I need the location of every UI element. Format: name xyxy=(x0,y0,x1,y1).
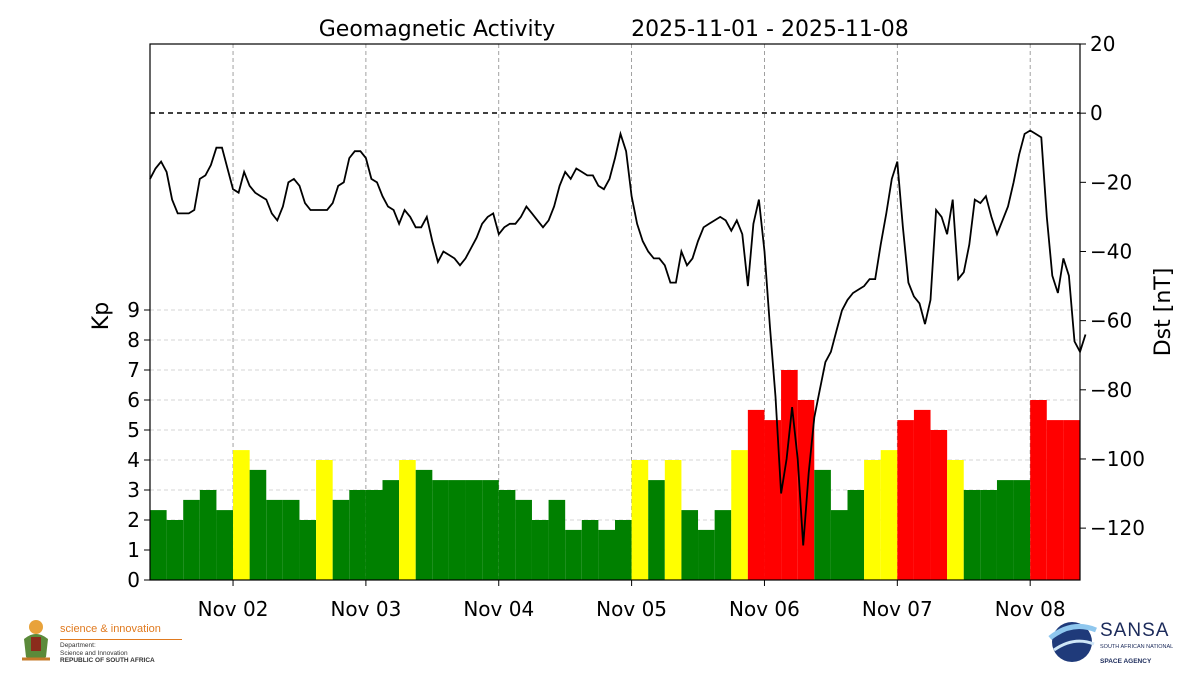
kp-bar xyxy=(199,490,217,580)
kp-bars xyxy=(150,370,1080,580)
kp-bar xyxy=(249,469,267,580)
kp-bar xyxy=(1046,420,1064,580)
dst-tick-label: −80 xyxy=(1090,378,1132,402)
kp-bar xyxy=(1013,480,1031,580)
kp-tick-label: 1 xyxy=(127,538,140,562)
dst-tick-label: −60 xyxy=(1090,309,1132,333)
kp-bar xyxy=(615,520,632,580)
kp-bar xyxy=(947,460,964,580)
kp-bar xyxy=(814,469,831,580)
kp-bar xyxy=(365,490,383,580)
kp-bar xyxy=(648,480,665,580)
x-tick-label: Nov 05 xyxy=(596,597,667,621)
sansa-wordmark: SANSA xyxy=(1100,620,1170,641)
dept-brand-text: science & innovation xyxy=(60,623,161,635)
x-tick-label: Nov 04 xyxy=(463,597,534,621)
kp-bar xyxy=(465,480,483,580)
kp-bar xyxy=(150,510,167,580)
kp-bar xyxy=(581,520,599,580)
dst-tick-label: 20 xyxy=(1090,32,1115,56)
dsi-logo: science & innovation Department: Science … xyxy=(18,615,188,667)
kp-bar xyxy=(963,490,981,580)
kp-bar xyxy=(764,420,782,580)
kp-bar xyxy=(913,409,931,580)
kp-bar xyxy=(415,469,433,580)
kp-bar xyxy=(266,499,283,580)
kp-bar xyxy=(996,480,1014,580)
kp-bar xyxy=(531,520,549,580)
kp-bar xyxy=(432,480,449,580)
chart-title: Geomagnetic Activity xyxy=(319,17,556,42)
kp-bar xyxy=(399,460,416,580)
axis-ticks: 0 1 2 3 4 5 6 7 8 9 20 0 −20 −40 −60 −80 −100 −120 Nov 02 N… xyxy=(127,32,1145,621)
kp-bar xyxy=(515,499,532,580)
kp-tick-label: 0 xyxy=(127,568,140,592)
kp-bar xyxy=(847,490,865,580)
kp-tick-label: 7 xyxy=(127,358,140,382)
kp-bar xyxy=(482,480,499,580)
dst-tick-label: 0 xyxy=(1090,101,1103,125)
dst-axis-label: Dst [nT] xyxy=(1151,268,1176,357)
coat-of-arms-icon xyxy=(22,620,50,661)
kp-tick-label: 3 xyxy=(127,478,140,502)
kp-axis-label: Kp xyxy=(89,302,114,330)
sansa-logo: SANSA SOUTH AFRICAN NATIONAL SPACE AGENC… xyxy=(1048,612,1173,668)
kp-bar xyxy=(382,480,400,580)
dst-tick-label: −20 xyxy=(1090,170,1132,194)
kp-bar xyxy=(565,529,582,580)
kp-bar xyxy=(1030,400,1047,580)
kp-bar xyxy=(830,510,848,580)
kp-bar xyxy=(980,490,997,580)
x-tick-label: Nov 06 xyxy=(729,597,800,621)
kp-bar xyxy=(681,510,699,580)
kp-bar xyxy=(731,450,748,580)
kp-bar xyxy=(166,520,184,580)
kp-bar xyxy=(233,450,250,580)
kp-bar xyxy=(631,460,649,580)
kp-bar xyxy=(864,460,881,580)
dept-full-name: Department: Science and Innovation REPUBLI… xyxy=(60,642,155,664)
kp-tick-label: 6 xyxy=(127,388,140,412)
kp-tick-label: 9 xyxy=(127,298,140,322)
kp-bar xyxy=(332,499,350,580)
x-tick-label: Nov 03 xyxy=(330,597,401,621)
sansa-agency-text: SPACE AGENCY xyxy=(1100,658,1152,665)
sansa-globe-icon xyxy=(1048,622,1097,662)
kp-bar xyxy=(299,520,317,580)
dst-tick-label: −120 xyxy=(1090,516,1145,540)
kp-tick-label: 8 xyxy=(127,328,140,352)
kp-bar xyxy=(183,499,200,580)
dst-series-line xyxy=(149,129,1087,546)
kp-bar xyxy=(664,460,682,580)
kp-bar xyxy=(349,490,366,580)
x-tick-label: Nov 07 xyxy=(862,597,933,621)
kp-bar xyxy=(880,450,898,580)
kp-bar xyxy=(747,409,765,580)
kp-bar xyxy=(1063,420,1080,580)
kp-bar xyxy=(714,510,732,580)
x-tick-label: Nov 02 xyxy=(198,597,269,621)
x-tick-label: Nov 08 xyxy=(995,597,1066,621)
kp-bar xyxy=(282,499,300,580)
kp-bar xyxy=(598,529,615,580)
kp-bar xyxy=(548,499,566,580)
kp-bar xyxy=(316,460,333,580)
dst-tick-label: −100 xyxy=(1090,447,1145,471)
kp-bar xyxy=(448,480,466,580)
kp-bar xyxy=(698,529,715,580)
kp-bar xyxy=(897,420,914,580)
kp-bar xyxy=(930,430,948,580)
kp-bar xyxy=(498,490,516,580)
chart-date-range: 2025-11-01 - 2025-11-08 xyxy=(631,17,909,42)
dst-tick-label: −40 xyxy=(1090,239,1132,263)
kp-tick-label: 2 xyxy=(127,508,140,532)
kp-bar xyxy=(216,510,234,580)
sansa-subtitle: SOUTH AFRICAN NATIONAL xyxy=(1100,644,1174,650)
kp-tick-label: 5 xyxy=(127,418,140,442)
plot-frame xyxy=(149,43,1081,581)
kp-tick-label: 4 xyxy=(127,448,140,472)
